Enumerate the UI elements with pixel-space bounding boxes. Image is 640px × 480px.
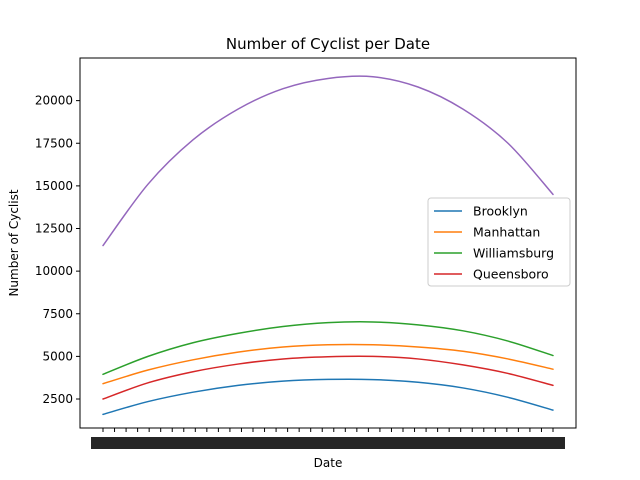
x-axis-label: Date bbox=[314, 456, 343, 470]
plot-frame bbox=[79, 57, 577, 429]
y-tick-label: 20000 bbox=[35, 94, 73, 108]
y-axis-label: Number of Cyclist bbox=[7, 189, 21, 296]
series-lines bbox=[102, 75, 554, 416]
y-tick-label: 5000 bbox=[42, 349, 73, 363]
series-line-series-5 bbox=[102, 75, 554, 247]
y-tick-label: 7500 bbox=[42, 307, 73, 321]
y-tick-label: 2500 bbox=[42, 392, 73, 406]
legend: Brooklyn Manhattan Williamsburg Queensboro bbox=[427, 197, 571, 287]
legend-box bbox=[427, 197, 571, 287]
legend-label-queensboro: Queensboro bbox=[473, 267, 549, 282]
legend-label-brooklyn: Brooklyn bbox=[473, 204, 528, 219]
series-line-brooklyn bbox=[102, 378, 554, 416]
series-line-queensboro bbox=[102, 355, 554, 400]
y-tick-label: 10000 bbox=[35, 264, 73, 278]
series-line-williamsburg bbox=[102, 321, 554, 376]
legend-label-manhattan: Manhattan bbox=[473, 225, 540, 240]
x-axis-ticks bbox=[91, 428, 565, 449]
x-tick-labels-overlap bbox=[91, 437, 565, 449]
chart-title: Number of Cyclist per Date bbox=[226, 35, 430, 53]
legend-label-williamsburg: Williamsburg bbox=[473, 246, 554, 261]
y-tick-label: 17500 bbox=[35, 136, 73, 150]
y-tick-label: 12500 bbox=[35, 222, 73, 236]
y-axis-ticks: 2500 5000 7500 10000 12500 15000 17500 20000 bbox=[35, 94, 80, 406]
series-line-manhattan bbox=[102, 343, 554, 385]
y-tick-label: 15000 bbox=[35, 179, 73, 193]
